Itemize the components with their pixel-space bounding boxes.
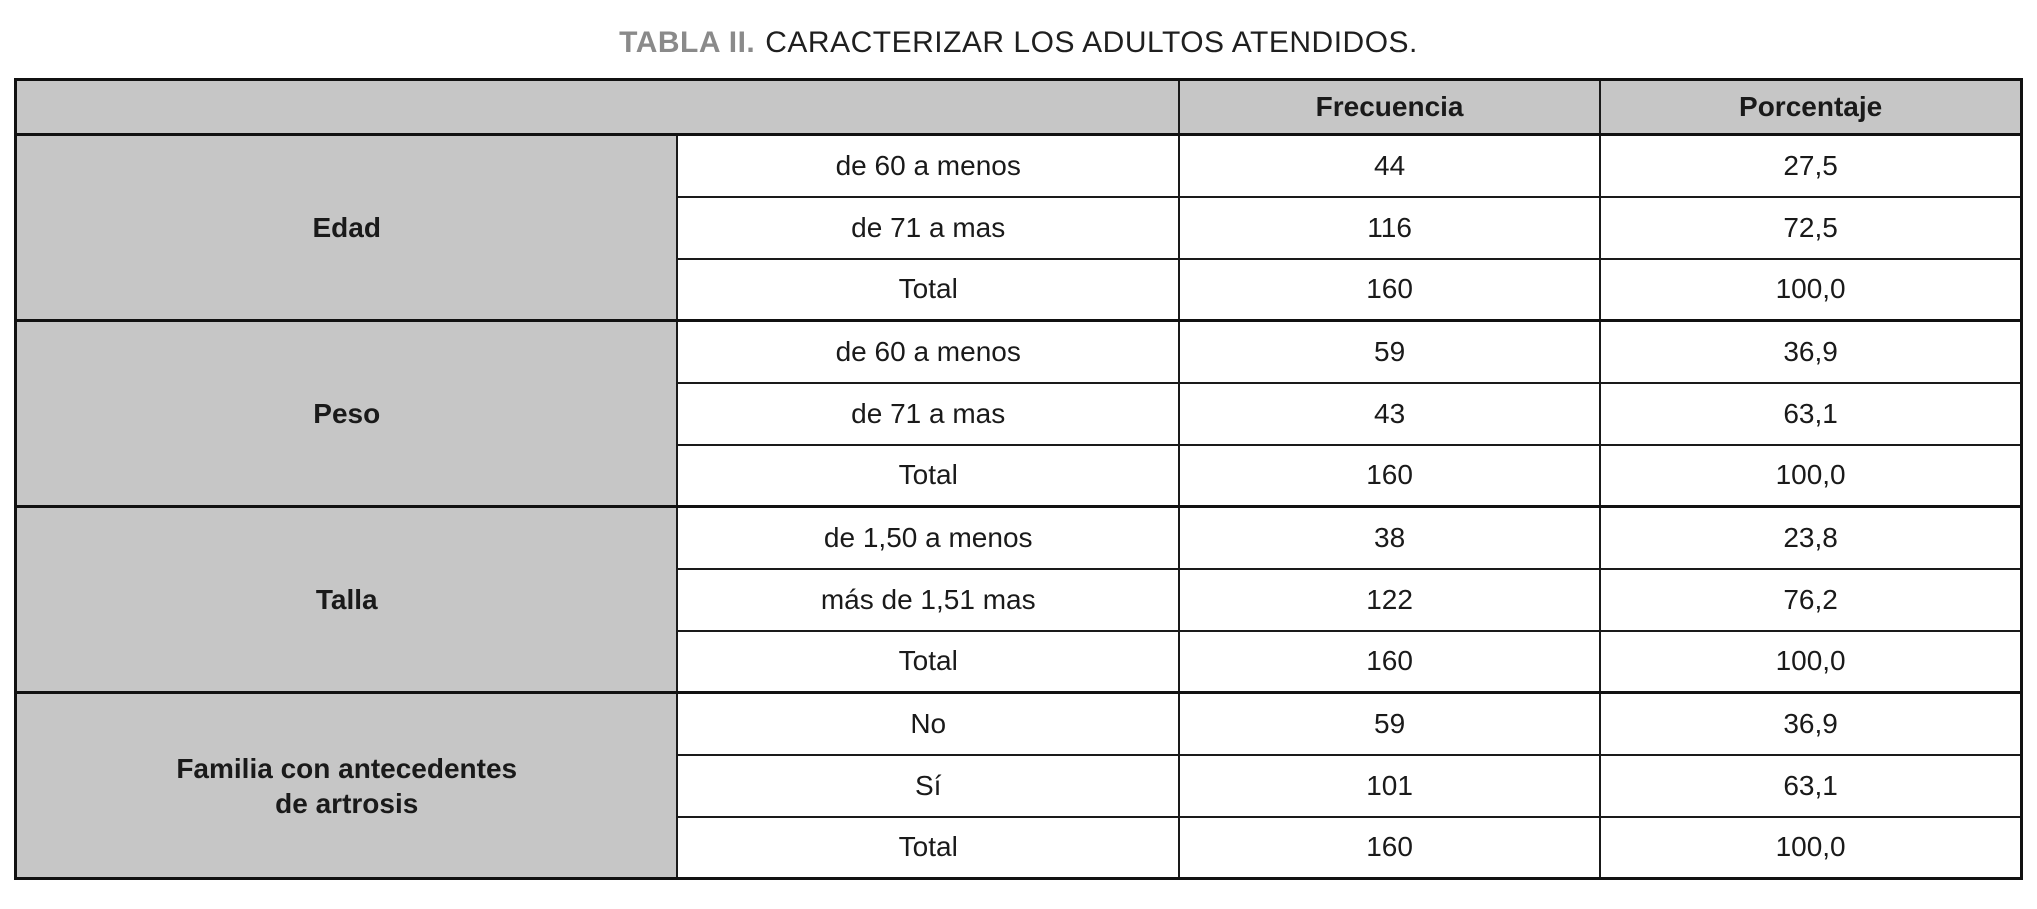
frequency-cell: 160 <box>1177 257 1602 322</box>
frequency-cell: 160 <box>1177 815 1602 880</box>
percentage-cell: 63,1 <box>1599 753 2023 818</box>
table-title-text: CARACTERIZAR LOS ADULTOS ATENDIDOS. <box>765 26 1418 59</box>
table-row: Sí 101 63,1 <box>16 753 2023 818</box>
frequency-cell: 43 <box>1177 381 1602 446</box>
table-row: Total 160 100,0 <box>16 815 2023 880</box>
table-row: Total 160 100,0 <box>16 443 2023 508</box>
table-row: Talla de 1,50 a menos 38 23,8 <box>14 505 2023 694</box>
header-porcentaje: Porcentaje <box>1599 78 2023 136</box>
percentage-cell: 36,9 <box>1599 319 2023 384</box>
header-empty-cell <box>14 78 1180 136</box>
header-row: Frecuencia Porcentaje <box>14 78 2023 136</box>
table-title: TABLA II. CARACTERIZAR LOS ADULTOS ATENDI… <box>14 26 2023 60</box>
data-table: Frecuencia Porcentaje Edad de 60 a menos… <box>14 78 2023 880</box>
row-label-cell: de 1,50 a menos <box>676 505 1180 570</box>
table-row: Peso de 60 a menos 59 36,9 <box>14 319 2023 508</box>
row-label-cell: más de 1,51 mas <box>676 567 1180 632</box>
frequency-cell: 38 <box>1177 505 1602 570</box>
row-label-cell: de 71 a mas <box>676 195 1180 260</box>
table-row: Total 160 100,0 <box>16 629 2023 694</box>
table-row: Edad de 60 a menos 44 27,5 <box>14 133 2023 322</box>
percentage-cell: 23,8 <box>1599 505 2023 570</box>
frequency-cell: 44 <box>1177 133 1602 198</box>
percentage-cell: 100,0 <box>1599 629 2023 694</box>
frequency-cell: 101 <box>1177 753 1602 818</box>
percentage-cell: 72,5 <box>1599 195 2023 260</box>
table-row: de 71 a mas 43 63,1 <box>16 381 2023 446</box>
percentage-cell: 100,0 <box>1599 815 2023 880</box>
table-row: Total 160 100,0 <box>16 257 2023 322</box>
row-label-cell: Total <box>676 257 1180 322</box>
header-frecuencia: Frecuencia <box>1177 78 1602 136</box>
frequency-cell: 160 <box>1177 443 1602 508</box>
table-row: de 71 a mas 116 72,5 <box>16 195 2023 260</box>
percentage-cell: 63,1 <box>1599 381 2023 446</box>
table-row: más de 1,51 mas 122 76,2 <box>16 567 2023 632</box>
frequency-cell: 59 <box>1177 319 1602 384</box>
percentage-cell: 27,5 <box>1599 133 2023 198</box>
row-label-cell: Total <box>676 629 1180 694</box>
category-cell-edad: Edad <box>14 133 679 322</box>
table-title-prefix: TABLA II. <box>619 26 756 59</box>
row-label-cell: Total <box>676 815 1180 880</box>
frequency-cell: 59 <box>1177 691 1602 756</box>
row-label-cell: Sí <box>676 753 1180 818</box>
percentage-cell: 100,0 <box>1599 257 2023 322</box>
row-label-cell: de 60 a menos <box>676 133 1180 198</box>
category-cell-peso: Peso <box>14 319 679 508</box>
percentage-cell: 76,2 <box>1599 567 2023 632</box>
category-cell-talla: Talla <box>14 505 679 694</box>
percentage-cell: 36,9 <box>1599 691 2023 756</box>
row-label-cell: de 71 a mas <box>676 381 1180 446</box>
row-label-cell: No <box>676 691 1180 756</box>
frequency-cell: 116 <box>1177 195 1602 260</box>
table-row: Familia con antecedentes de artrosis No … <box>14 691 2023 880</box>
frequency-cell: 160 <box>1177 629 1602 694</box>
category-cell-familia-antecedentes: Familia con antecedentes de artrosis <box>14 691 679 880</box>
percentage-cell: 100,0 <box>1599 443 2023 508</box>
frequency-cell: 122 <box>1177 567 1602 632</box>
row-label-cell: Total <box>676 443 1180 508</box>
row-label-cell: de 60 a menos <box>676 319 1180 384</box>
